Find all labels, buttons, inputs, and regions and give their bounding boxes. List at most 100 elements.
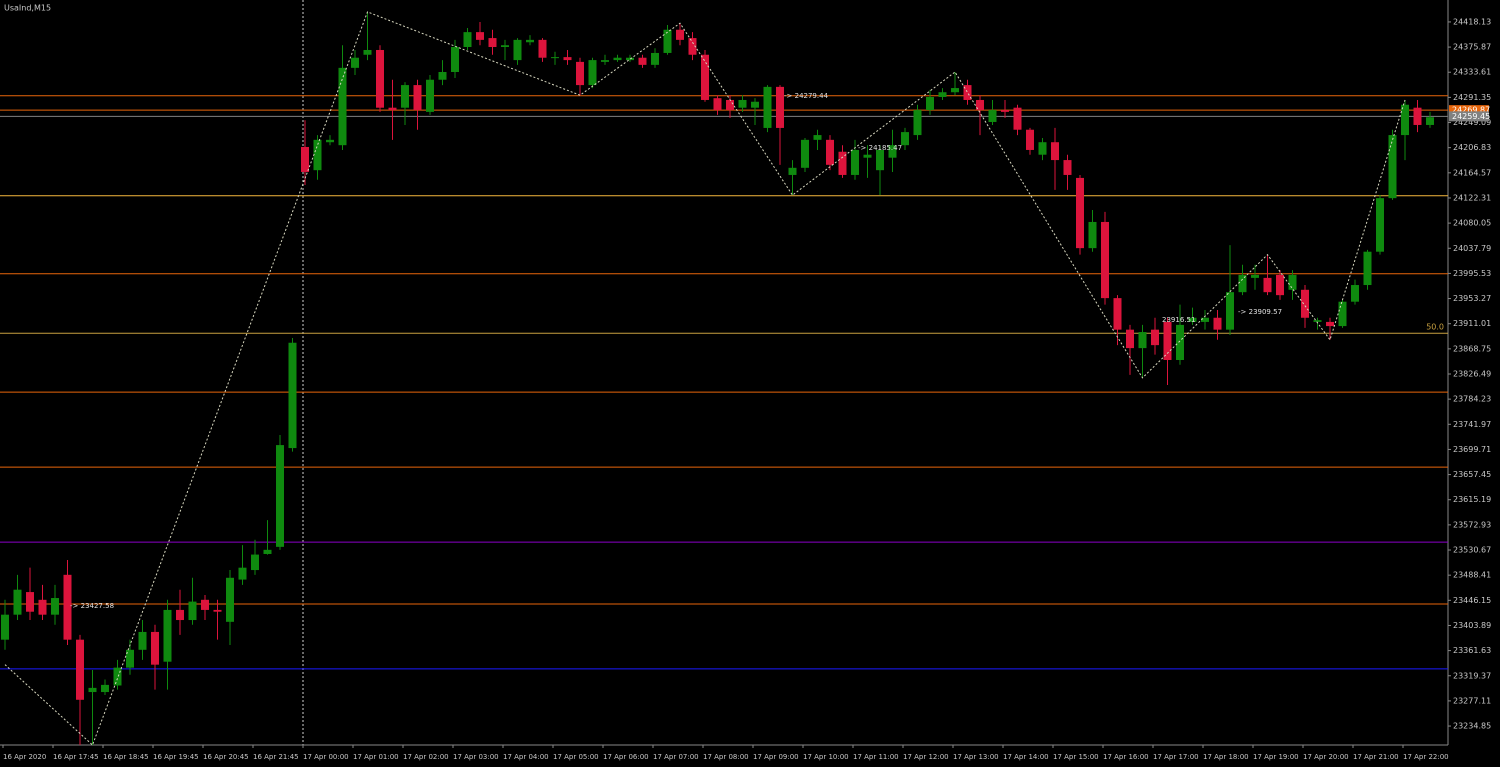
candle-body <box>376 49 384 108</box>
candle-body <box>1 614 9 640</box>
candle-body <box>951 88 959 93</box>
candle-body <box>626 57 634 61</box>
x-tick-label: 16 Apr 20:45 <box>203 753 249 761</box>
y-tick-label: 23234.85 <box>1453 722 1491 731</box>
candle-body <box>1226 292 1234 330</box>
candle-body <box>1301 289 1309 318</box>
y-tick-label: 23911.01 <box>1453 319 1491 328</box>
candle-body <box>1088 221 1097 249</box>
y-tick-label: 23361.63 <box>1453 646 1491 655</box>
candle-body <box>726 99 734 111</box>
candle-body <box>1363 251 1372 286</box>
y-tick-label: 23657.45 <box>1453 470 1491 479</box>
x-tick-label: 17 Apr 16:00 <box>1103 753 1149 761</box>
candle-body <box>113 667 122 686</box>
candle-body <box>1413 107 1422 125</box>
candle-body <box>101 684 109 693</box>
annotation: -> 23427.58 <box>70 602 114 610</box>
candle-body <box>1138 332 1147 349</box>
candle-body <box>1076 177 1084 249</box>
y-tick-label: 23446.15 <box>1453 596 1491 605</box>
candle-body <box>838 151 847 175</box>
candle-body <box>176 609 184 621</box>
candle-body <box>1001 110 1009 112</box>
candle-body <box>526 39 534 43</box>
annotation: -> 24279.44 <box>784 92 829 100</box>
candle-body <box>163 609 172 662</box>
x-tick-label: 17 Apr 11:00 <box>853 753 899 761</box>
candle-body <box>1101 221 1109 299</box>
candle-body <box>713 98 722 111</box>
y-tick-label: 24037.79 <box>1453 244 1491 253</box>
candle-body <box>751 101 759 108</box>
candle-body <box>88 687 97 693</box>
candle-body <box>63 574 72 640</box>
candle-body <box>1151 329 1159 346</box>
candle-body <box>988 110 997 122</box>
candle-body <box>301 146 309 172</box>
candle-body <box>1426 117 1434 125</box>
candle-body <box>138 631 147 650</box>
candle-body <box>438 72 447 80</box>
candle-body <box>288 342 297 449</box>
candle-body <box>1376 198 1384 252</box>
candle-body <box>476 32 484 40</box>
price-label: 24259.45 <box>1452 112 1490 121</box>
y-tick-label: 23488.41 <box>1453 571 1491 580</box>
y-tick-label: 24249.09 <box>1453 118 1491 127</box>
y-tick-label: 24418.13 <box>1453 17 1491 26</box>
candle-body <box>913 110 922 136</box>
candle-body <box>363 49 372 55</box>
candle-body <box>38 599 47 615</box>
x-tick-label: 16 Apr 2020 <box>3 753 46 761</box>
candle-body <box>1051 142 1059 161</box>
x-tick-label: 16 Apr 18:45 <box>103 753 149 761</box>
candle-body <box>888 145 897 158</box>
candle-body <box>663 29 672 53</box>
x-tick-label: 17 Apr 00:00 <box>303 753 349 761</box>
candle-body <box>763 86 772 128</box>
candle-body <box>738 99 747 108</box>
chart-title: UsaInd,M15 <box>4 4 51 13</box>
x-tick-label: 17 Apr 18:00 <box>1203 753 1249 761</box>
candle-body <box>451 47 459 73</box>
y-tick-label: 23277.11 <box>1453 696 1491 705</box>
candle-body <box>1013 107 1022 130</box>
candle-body <box>1026 129 1034 150</box>
y-tick-label: 23615.19 <box>1453 495 1491 504</box>
y-tick-label: 23784.23 <box>1453 395 1491 404</box>
candle-body <box>926 96 934 111</box>
x-tick-label: 17 Apr 12:00 <box>903 753 949 761</box>
candle-body <box>238 567 247 580</box>
candle-body <box>1338 301 1347 327</box>
y-tick-label: 23826.49 <box>1453 369 1491 378</box>
x-tick-label: 17 Apr 17:00 <box>1153 753 1199 761</box>
price-box <box>1449 111 1489 122</box>
candle-body <box>688 38 697 55</box>
candle-body <box>326 139 334 143</box>
candle-body <box>126 649 134 668</box>
candle-body <box>213 609 222 612</box>
candle-body <box>651 52 659 65</box>
y-tick-label: 23741.97 <box>1453 420 1491 429</box>
candle-body <box>1326 321 1334 327</box>
x-tick-label: 17 Apr 13:00 <box>953 753 999 761</box>
x-tick-label: 17 Apr 20:00 <box>1303 753 1349 761</box>
x-tick-label: 17 Apr 04:00 <box>503 753 549 761</box>
candle-body <box>426 79 434 112</box>
candle-body <box>151 631 159 665</box>
candle-body <box>1113 298 1122 330</box>
y-tick-label: 23530.67 <box>1453 546 1491 555</box>
candle-body <box>188 601 197 621</box>
x-tick-label: 16 Apr 19:45 <box>153 753 199 761</box>
candle-body <box>463 32 472 48</box>
x-tick-label: 17 Apr 07:00 <box>653 753 699 761</box>
x-tick-label: 17 Apr 06:00 <box>603 753 649 761</box>
x-tick-label: 17 Apr 01:00 <box>353 753 399 761</box>
y-tick-label: 23868.75 <box>1453 344 1491 353</box>
candle-body <box>701 54 709 100</box>
candle-body <box>1188 317 1197 322</box>
x-tick-label: 17 Apr 02:00 <box>403 753 449 761</box>
